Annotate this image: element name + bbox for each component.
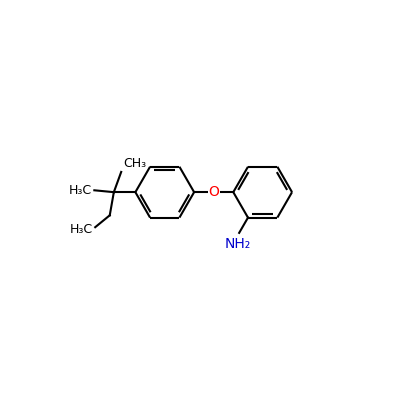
Text: H₃C: H₃C bbox=[69, 184, 92, 197]
Text: O: O bbox=[208, 185, 219, 199]
Text: H₃C: H₃C bbox=[70, 223, 93, 236]
Text: NH₂: NH₂ bbox=[225, 237, 251, 251]
Text: CH₃: CH₃ bbox=[123, 157, 146, 170]
